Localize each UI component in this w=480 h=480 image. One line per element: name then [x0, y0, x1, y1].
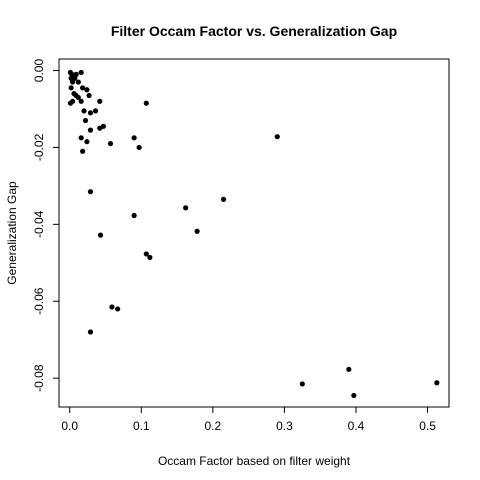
data-point [131, 212, 137, 219]
data-point [136, 144, 142, 151]
data-point [86, 92, 92, 99]
x-tick-label: 0.3 [276, 419, 293, 433]
data-point [69, 79, 76, 85]
data-point [68, 85, 74, 91]
data-point [84, 87, 90, 93]
y-tick-label: -0.08 [32, 364, 46, 392]
data-point [97, 98, 103, 104]
plot-frame [58, 58, 450, 408]
y-tick-label: -0.04 [32, 210, 46, 238]
data-point [78, 69, 84, 76]
data-point [143, 100, 149, 106]
data-point [274, 134, 280, 140]
x-tick-label: 0.1 [133, 419, 150, 433]
data-point [78, 98, 84, 104]
data-point [84, 139, 90, 145]
data-point [87, 329, 94, 335]
data-point [220, 196, 227, 202]
data-point [97, 232, 104, 238]
x-tick-label: 0.0 [61, 419, 78, 433]
data-point [351, 392, 357, 399]
data-point [109, 304, 115, 310]
data-point [80, 85, 86, 91]
data-point [87, 127, 94, 133]
data-point [107, 140, 114, 147]
data-point [75, 94, 81, 101]
y-tick-label: -0.06 [32, 287, 46, 315]
data-point [78, 135, 84, 141]
data-point [434, 380, 440, 386]
data-point [147, 254, 153, 261]
x-tick-label: 0.4 [348, 419, 365, 433]
y-axis: 0.00 -0.02 -0.04 -0.06 -0.08 [32, 59, 59, 392]
data-point [299, 381, 305, 387]
data-point [73, 71, 79, 77]
data-point [194, 228, 200, 234]
data-point [346, 366, 352, 372]
data-point [80, 148, 86, 154]
data-point [100, 123, 106, 129]
y-tick-label: -0.02 [32, 133, 46, 161]
data-point [81, 108, 87, 114]
data-point [183, 205, 189, 211]
data-point [87, 189, 94, 195]
data-points [67, 69, 440, 399]
data-point [82, 117, 89, 124]
y-tick-label: 0.00 [32, 59, 46, 83]
chart-title: Filter Occam Factor vs. Generalization G… [111, 23, 397, 39]
data-point [131, 135, 137, 141]
data-point [92, 108, 99, 114]
data-point [87, 110, 94, 116]
x-tick-label: 0.2 [205, 419, 222, 433]
x-axis-label: Occam Factor based on filter weight [158, 454, 351, 468]
data-point [75, 79, 81, 85]
y-axis-label: Generalization Gap [5, 181, 19, 285]
data-point [67, 100, 74, 106]
x-tick-label: 0.5 [419, 419, 436, 433]
x-axis: 0.0 0.1 0.2 0.3 0.4 0.5 [61, 407, 436, 433]
data-point [115, 306, 121, 312]
data-point [143, 251, 149, 257]
